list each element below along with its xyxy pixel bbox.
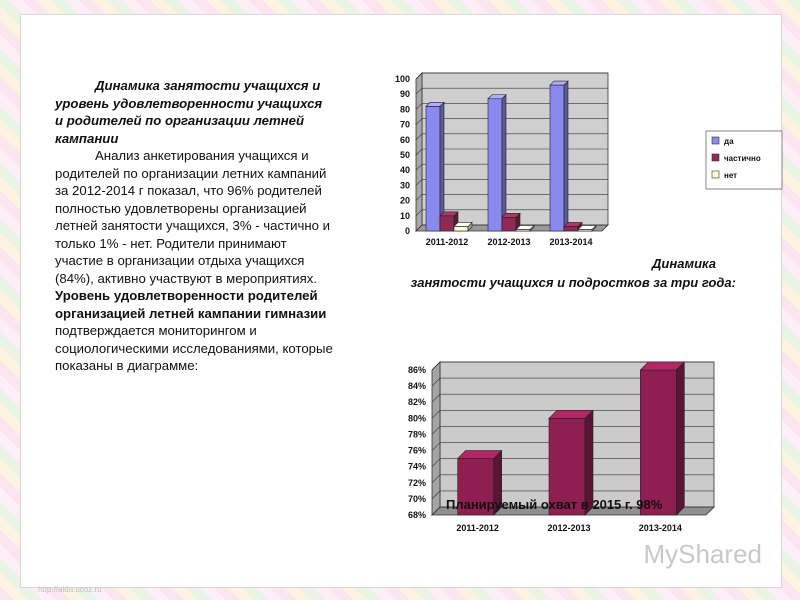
chart1-y-tick-label: 60 <box>400 135 410 145</box>
chart1-y-tick-label: 80 <box>400 104 410 114</box>
chart1-gridline-diag <box>415 87 423 95</box>
chart1-title-line1: Динамика <box>652 256 716 271</box>
chart2-y-tick-label: 82% <box>408 397 426 407</box>
chart1-gridline-diag <box>415 163 423 171</box>
chart1-bar <box>487 94 507 232</box>
chart1-y-tick-label: 0 <box>405 226 410 236</box>
chart1-x-tick-label: 2012-2013 <box>487 237 530 247</box>
chart1-bar-top <box>515 225 535 230</box>
chart1-bar-top <box>577 225 597 230</box>
chart2-x-tick-label: 2012-2013 <box>547 523 590 533</box>
chart1-legend-swatch <box>711 136 720 145</box>
chart1-bar-top <box>439 211 459 217</box>
chart2-bar <box>456 449 503 516</box>
chart2-bar-front <box>457 458 494 516</box>
chart2-bar-top <box>639 361 686 371</box>
chart1-bar-top <box>501 213 521 218</box>
chart1-gridline-diag <box>415 148 423 156</box>
chart1-bar <box>425 101 445 232</box>
section-heading-2: Уровень удовлетворенности родителей орга… <box>55 288 327 321</box>
chart1-bar-top <box>453 222 473 227</box>
chart1-gridline-diag <box>415 209 423 217</box>
chart2-bar-top <box>456 450 503 459</box>
chart1-legend-swatch <box>711 153 720 162</box>
chart2-y-tick-label: 76% <box>408 446 426 456</box>
chart1-gridline-diag <box>415 118 423 125</box>
chart1-legend-label: да <box>724 137 734 146</box>
chart1-y-tick-label: 90 <box>400 89 410 99</box>
section-heading-1: Динамика занятости учащихся и уровень уд… <box>55 78 323 146</box>
chart2-y-tick-label: 70% <box>408 494 426 504</box>
chart1-y-tick-label: 70 <box>400 120 410 130</box>
chart1-legend-swatch <box>711 170 720 179</box>
chart1-gridline-diag <box>415 224 423 232</box>
chart2-y-tick-label: 68% <box>408 510 426 520</box>
chart2-gridline-diag <box>431 474 441 483</box>
chart1-bar <box>577 224 597 232</box>
watermark-logo: MyShared <box>643 539 763 569</box>
chart1-bar <box>453 221 473 232</box>
chart2-bar-top <box>548 410 594 419</box>
chart2-bar-side <box>676 361 685 516</box>
chart1-y-tick-label: 10 <box>400 211 410 221</box>
chart1-bar <box>563 221 583 232</box>
chart1-y-tick-label: 100 <box>395 74 410 84</box>
chart1-legend-label: нет <box>724 171 737 180</box>
description-text-block: Динамика занятости учащихся и уровень уд… <box>55 77 333 375</box>
chart2-bar <box>548 409 594 516</box>
footer-watermark: http://aida.ucoz.ru <box>38 585 102 594</box>
chart1-y-tick-label: 40 <box>400 165 410 175</box>
chart1-x-tick-label: 2013-2014 <box>549 237 592 247</box>
chart2-gridline-diag <box>431 442 441 451</box>
chart1-bar <box>501 212 521 232</box>
chart2-bar <box>639 361 686 516</box>
chart1-y-tick-label: 50 <box>400 150 410 160</box>
chart2-y-tick-label: 84% <box>408 381 426 391</box>
chart2-gridline-diag <box>431 361 441 371</box>
chart2-gridline-diag <box>431 458 441 467</box>
chart2-gridline-diag <box>431 394 441 403</box>
chart2-y-tick-label: 80% <box>408 413 426 423</box>
chart1-gridline-diag <box>415 179 423 186</box>
chart1-bar-top <box>487 94 507 100</box>
chart2-gridline-diag <box>431 426 441 435</box>
chart2-y-tick-label: 72% <box>408 478 426 488</box>
satisfaction-paragraph: Уровень удовлетворенности родителей орга… <box>55 287 333 375</box>
chart1-x-tick-label: 2011-2012 <box>426 237 469 247</box>
chart1-y-tick-label: 30 <box>400 180 410 190</box>
chart1-title-line2: занятости учащихся и подростков за три г… <box>410 275 736 290</box>
satisfaction-text: подтверждается мониторингом и социологич… <box>55 323 333 373</box>
chart2-y-tick-label: 78% <box>408 429 426 439</box>
chart2-planned-coverage-label: Планируемый охват в 2015 г. 98% <box>446 497 663 512</box>
chart2-gridline-diag <box>431 377 441 387</box>
chart2-gridline-diag <box>431 506 441 516</box>
chart1-bar <box>515 224 535 232</box>
chart1-bar-top <box>425 102 445 107</box>
chart1-gridline-diag <box>415 72 423 80</box>
chart2-y-tick-label: 74% <box>408 462 426 472</box>
chart1-gridline-diag <box>415 133 423 141</box>
chart1-gridline-diag <box>415 194 423 201</box>
chart2-x-tick-label: 2013-2014 <box>639 523 682 533</box>
chart1-bar-top <box>549 80 569 86</box>
chart1-y-tick-label: 20 <box>400 196 410 206</box>
chart2-bar-front <box>548 418 586 516</box>
chart2-bar-front <box>640 369 677 516</box>
chart1-gridline-diag <box>415 103 423 110</box>
analysis-paragraph: Анализ анкетирования учащихся и родителе… <box>55 148 330 286</box>
chart2-y-tick-label: 86% <box>408 365 426 375</box>
chart1-legend-label: частично <box>724 154 761 163</box>
chart2-x-tick-label: 2011-2012 <box>456 523 499 533</box>
chart1-bar-top <box>563 222 583 227</box>
chart2-gridline-diag <box>431 490 441 500</box>
chart2-gridline-diag <box>431 410 441 419</box>
